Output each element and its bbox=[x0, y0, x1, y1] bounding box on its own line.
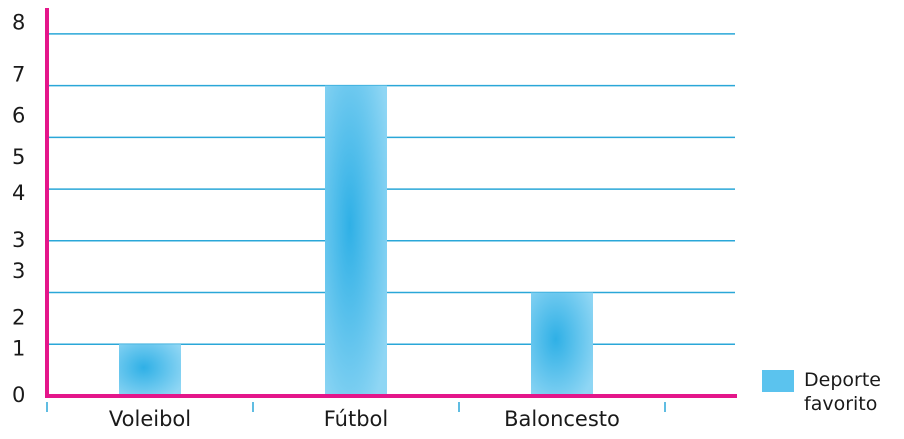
bar bbox=[119, 344, 181, 396]
legend-swatch bbox=[762, 370, 794, 392]
legend-label: Deporte favorito bbox=[804, 369, 881, 415]
y-tick-label: 3 bbox=[12, 228, 25, 252]
x-tick-label: Voleibol bbox=[109, 407, 191, 431]
y-tick-label: 7 bbox=[12, 62, 25, 86]
bar bbox=[325, 85, 387, 396]
legend: Deporte favorito bbox=[762, 368, 904, 416]
y-tick-label: 5 bbox=[12, 145, 25, 169]
y-tick-label: 4 bbox=[12, 181, 25, 205]
bar bbox=[531, 292, 593, 396]
y-tick-label: 2 bbox=[12, 305, 25, 329]
y-tick-label: 8 bbox=[12, 11, 25, 35]
y-tick-label: 0 bbox=[12, 383, 25, 407]
y-tick-label: 6 bbox=[12, 104, 25, 128]
y-tick-label: 3 bbox=[12, 259, 25, 283]
x-tick-label: Fútbol bbox=[324, 407, 389, 431]
y-tick-label: 1 bbox=[12, 336, 25, 360]
x-tick-label: Baloncesto bbox=[504, 407, 620, 431]
